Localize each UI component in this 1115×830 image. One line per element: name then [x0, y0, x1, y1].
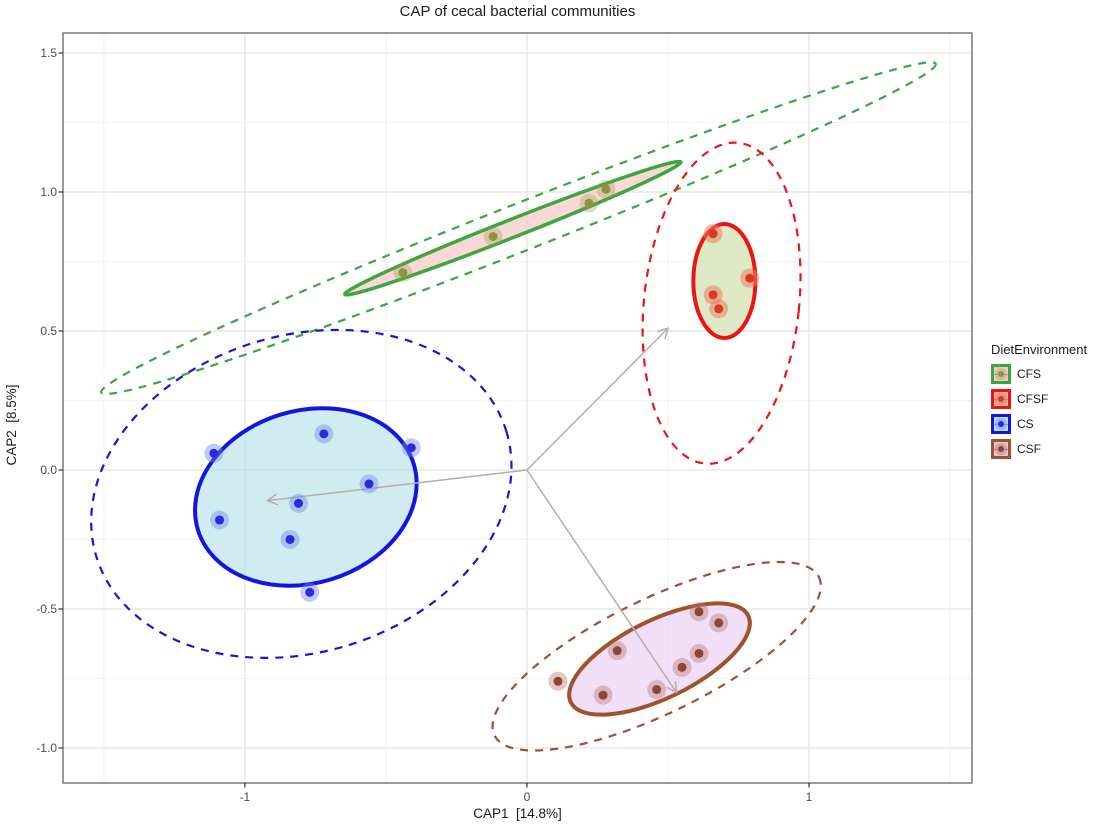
y-tick-label: 1.0 — [40, 185, 57, 199]
dashed-ellipse-CSF — [491, 560, 822, 752]
point-CS — [364, 479, 374, 489]
legend-label-CFS: CFS — [1017, 367, 1041, 381]
legend-key-dot — [998, 421, 1004, 427]
point-CSF — [652, 685, 662, 695]
legend-label-CS: CS — [1017, 417, 1034, 431]
point-CS — [305, 587, 315, 597]
legend-key-dot — [998, 446, 1004, 452]
solid-ellipse-CFS — [343, 159, 683, 297]
x-tick-label: 1 — [805, 790, 813, 804]
x-tick-label: 0 — [523, 790, 531, 804]
solid-ellipse-CS — [193, 406, 419, 588]
legend-label-CSF: CSF — [1017, 442, 1041, 456]
legend-key-CS — [991, 414, 1011, 434]
legend-key-CSF — [991, 439, 1011, 459]
legend-item-CFS: CFS — [991, 364, 1087, 384]
point-CS — [209, 448, 219, 458]
y-axis-label: CAP2 [8.5%] — [4, 384, 19, 466]
point-CSF — [677, 662, 687, 672]
point-CFS — [601, 184, 611, 194]
point-CSF — [553, 676, 563, 686]
legend-item-CFSF: CFSF — [991, 389, 1087, 409]
dashed-ellipse-CFSF — [641, 141, 802, 465]
plot-title: CAP of cecal bacterial communities — [399, 3, 636, 20]
point-CFSF — [708, 290, 718, 300]
point-CFS — [584, 198, 594, 208]
x-axis-label: CAP1 [14.8%] — [473, 806, 562, 821]
biplot-arrow-1 — [265, 469, 528, 506]
point-CSF — [714, 618, 724, 628]
x-tick-label: -1 — [239, 790, 251, 804]
panel-border — [62, 32, 973, 784]
biplot-arrow-2 — [526, 469, 678, 694]
point-CFSF — [745, 273, 755, 283]
point-CS — [215, 515, 225, 525]
y-tick-label: -1.0 — [36, 740, 57, 755]
legend-item-CSF: CSF — [991, 439, 1087, 459]
point-CFSF — [708, 229, 718, 239]
point-CS — [406, 443, 416, 453]
dashed-ellipse-CFS — [100, 61, 937, 396]
legend-key-CFSF — [991, 389, 1011, 409]
y-tick-label: 0.0 — [40, 462, 57, 477]
point-CSF — [598, 690, 608, 700]
legend-label-CFSF: CFSF — [1017, 392, 1049, 406]
biplot-arrow-0 — [526, 327, 670, 471]
legend-key-dot — [998, 371, 1004, 377]
y-tick-label: 0.5 — [40, 323, 57, 338]
point-CSF — [694, 648, 704, 658]
legend-key-dot — [998, 396, 1004, 402]
legend-key-CFS — [991, 364, 1011, 384]
point-CSF — [612, 646, 622, 656]
y-tick-label: 1.5 — [40, 46, 57, 60]
legend-item-CS: CS — [991, 414, 1087, 434]
dashed-ellipse-CS — [90, 328, 513, 659]
point-CS — [319, 429, 329, 439]
solid-ellipse-CSF — [567, 601, 752, 717]
legend-title: DietEnvironment — [991, 342, 1088, 357]
legend-items: CFS CFSF CS CSF — [991, 364, 1087, 459]
legend: DietEnvironment CFS CFSF CS CSF — [991, 342, 1087, 464]
point-CFS — [488, 231, 498, 241]
point-CFSF — [714, 304, 724, 314]
y-tick-label: -0.5 — [36, 601, 57, 616]
point-CS — [293, 498, 303, 508]
point-CFS — [398, 268, 408, 278]
point-CSF — [694, 607, 704, 617]
point-CS — [285, 534, 295, 544]
